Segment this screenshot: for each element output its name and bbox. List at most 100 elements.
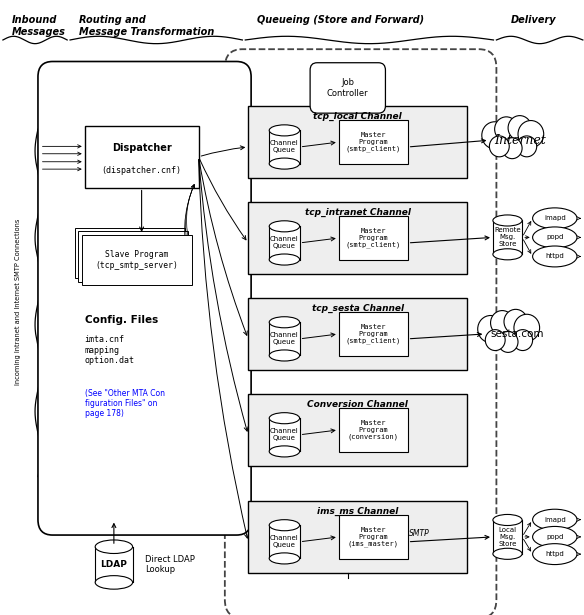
Circle shape (513, 330, 533, 351)
Circle shape (502, 138, 522, 159)
Text: Inbound
Messages: Inbound Messages (12, 15, 65, 37)
Circle shape (491, 311, 514, 335)
Text: imta.cnf
mapping
option.dat: imta.cnf mapping option.dat (85, 335, 135, 365)
Text: tcp_local Channel: tcp_local Channel (314, 112, 402, 121)
Ellipse shape (493, 248, 522, 260)
Text: Channel
Queue: Channel Queue (270, 535, 299, 549)
Bar (82, 235, 192, 285)
Ellipse shape (533, 246, 577, 267)
Text: httpd: httpd (545, 551, 564, 557)
Text: Channel
Queue: Channel Queue (270, 428, 299, 442)
Bar (269, 130, 300, 164)
Circle shape (482, 122, 507, 149)
Ellipse shape (533, 208, 577, 229)
Ellipse shape (95, 576, 133, 589)
Bar (493, 220, 522, 255)
Text: Channel
Queue: Channel Queue (270, 332, 299, 346)
Text: Job
Controller: Job Controller (327, 78, 369, 98)
Text: Dispatcher: Dispatcher (112, 143, 172, 153)
Text: (dispatcher.cnf): (dispatcher.cnf) (102, 166, 182, 175)
Text: Master
Program
(smtp_client): Master Program (smtp_client) (346, 323, 401, 344)
Circle shape (508, 116, 531, 140)
Circle shape (485, 330, 505, 351)
Text: Channel
Queue: Channel Queue (270, 140, 299, 154)
Text: tcp_sesta Channel: tcp_sesta Channel (312, 304, 404, 313)
Ellipse shape (269, 317, 300, 328)
Bar (248, 501, 467, 573)
Ellipse shape (269, 350, 300, 361)
Text: Direct LDAP
Lookup: Direct LDAP Lookup (145, 555, 194, 574)
Text: Channel
Queue: Channel Queue (270, 236, 299, 250)
Text: LDAP: LDAP (100, 560, 127, 569)
Ellipse shape (95, 540, 133, 554)
Bar (269, 418, 300, 451)
Text: imapd: imapd (544, 517, 566, 523)
Ellipse shape (269, 553, 300, 564)
Ellipse shape (533, 544, 577, 565)
Bar (339, 120, 408, 164)
Text: Master
Program
(smtp_client): Master Program (smtp_client) (346, 132, 401, 153)
Circle shape (478, 315, 503, 343)
Text: Master
Program
(conversion): Master Program (conversion) (347, 419, 399, 440)
Text: (See "Other MTA Con
figuration Files" on
page 178): (See "Other MTA Con figuration Files" on… (85, 389, 165, 418)
Bar (78, 231, 188, 282)
Text: httpd: httpd (545, 253, 564, 260)
Bar (269, 322, 300, 355)
Ellipse shape (269, 254, 300, 265)
Ellipse shape (493, 549, 522, 560)
Text: Routing and
Message Transformation: Routing and Message Transformation (79, 15, 214, 37)
Bar (269, 525, 300, 558)
Text: Config. Files: Config. Files (85, 315, 158, 325)
Text: Master
Program
(ims_master): Master Program (ims_master) (347, 526, 399, 547)
Text: sesta.com: sesta.com (490, 329, 544, 339)
Text: popd: popd (546, 534, 564, 540)
Bar (248, 106, 467, 178)
Text: Delivery: Delivery (511, 15, 557, 25)
Text: imapd: imapd (544, 215, 566, 221)
Circle shape (495, 117, 518, 141)
Text: Local
Msg.
Store: Local Msg. Store (498, 527, 517, 547)
Circle shape (504, 309, 527, 334)
Circle shape (514, 314, 540, 341)
Text: SMTP: SMTP (409, 529, 430, 538)
Text: Incoming Intranet and Internet SMTP Connections: Incoming Intranet and Internet SMTP Conn… (15, 218, 20, 384)
Bar (95, 547, 133, 582)
Bar (339, 408, 408, 452)
Text: ims_ms Channel: ims_ms Channel (317, 507, 398, 516)
Bar (248, 298, 467, 370)
Ellipse shape (269, 520, 300, 531)
Circle shape (498, 331, 518, 352)
Ellipse shape (269, 446, 300, 457)
Text: Conversion Channel: Conversion Channel (307, 400, 408, 409)
Bar (248, 202, 467, 274)
Ellipse shape (269, 125, 300, 136)
Ellipse shape (493, 514, 522, 525)
Ellipse shape (533, 227, 577, 248)
Ellipse shape (269, 158, 300, 169)
Bar (339, 515, 408, 559)
Text: tcp_intranet Channel: tcp_intranet Channel (305, 208, 411, 217)
Ellipse shape (533, 509, 577, 530)
Ellipse shape (269, 221, 300, 232)
Bar (493, 520, 522, 554)
Bar (339, 216, 408, 260)
Bar (339, 312, 408, 356)
Bar (75, 228, 185, 278)
Bar (269, 226, 300, 260)
Bar (85, 126, 199, 188)
FancyBboxPatch shape (310, 63, 385, 113)
Text: Remote
Msg.
Store: Remote Msg. Store (494, 228, 521, 247)
Text: Internet: Internet (494, 133, 545, 147)
FancyBboxPatch shape (38, 62, 251, 535)
Text: Master
Program
(smtp_client): Master Program (smtp_client) (346, 228, 401, 248)
Ellipse shape (269, 413, 300, 424)
Text: Slave Program
(tcp_smtp_server): Slave Program (tcp_smtp_server) (95, 250, 178, 270)
Text: popd: popd (546, 234, 564, 240)
Circle shape (518, 121, 544, 148)
Text: Queueing (Store and Forward): Queueing (Store and Forward) (257, 15, 424, 25)
Circle shape (489, 136, 509, 157)
Ellipse shape (533, 526, 577, 547)
Bar (248, 394, 467, 466)
Ellipse shape (493, 215, 522, 226)
Circle shape (517, 136, 537, 157)
